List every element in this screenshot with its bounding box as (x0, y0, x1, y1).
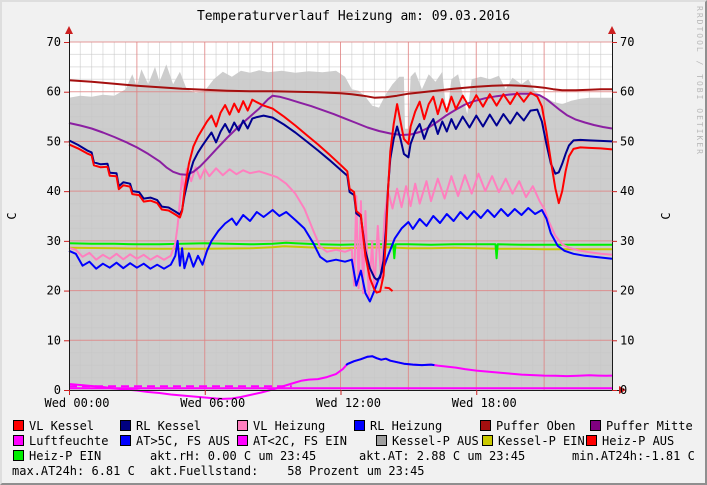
stat-text-max-at24h: max.AT24h: 6.81 C (12, 464, 135, 478)
legend-item-luftfeuchte: Luftfeuchte (13, 435, 108, 448)
svg-text:0: 0 (54, 383, 61, 397)
right-axis-arrow-icon (608, 26, 616, 34)
legend-swatch-kessel-p-aus (376, 435, 387, 446)
legend-label: Heiz-P EIN (29, 449, 102, 463)
svg-text:30: 30 (47, 234, 61, 248)
legend-label: AT>5C, FS AUS (136, 434, 230, 448)
legend-swatch-heiz-p-aus (586, 435, 597, 446)
left-axis-unit-label: C (5, 212, 19, 219)
legend-swatch-vl-kessel (13, 420, 24, 431)
legend-label: Puffer Oben (496, 419, 576, 433)
stat-text-akt-fuellstand: akt.Fuellstand: 58 Prozent um 23:45 (150, 464, 425, 478)
legend-swatch-luftfeuchte (13, 435, 24, 446)
legend-item-rl-heizung: RL Heizung (354, 420, 442, 433)
legend-item-puffer-oben: Puffer Oben (480, 420, 575, 433)
legend-item-kessel-p-aus: Kessel-P AUS (376, 435, 479, 448)
stat-text-akt-rh: akt.rH: 0.00 C um 23:45 (150, 449, 317, 463)
legend-item-rl-kessel: RL Kessel (120, 420, 201, 433)
legend-item-vl-kessel: VL Kessel (13, 420, 94, 433)
svg-text:Wed 06:00: Wed 06:00 (180, 396, 245, 410)
legend-label: Puffer Mitte (606, 419, 693, 433)
legend-swatch-heiz-p-ein (13, 450, 24, 461)
series-line-vl-kessel (68, 91, 613, 294)
x-axis-arrow-icon (619, 386, 626, 394)
legend-item-heiz-p-aus: Heiz-P AUS (586, 435, 674, 448)
legend-label: VL Heizung (253, 419, 326, 433)
svg-text:50: 50 (620, 134, 634, 148)
legend-swatch-kessel-p-ein (482, 435, 493, 446)
legend-label: RL Kessel (136, 419, 202, 433)
legend-label: VL Kessel (29, 419, 95, 433)
series-line-kessel-p-ein (68, 245, 612, 251)
svg-text:20: 20 (620, 284, 634, 298)
svg-text:Wed 00:00: Wed 00:00 (44, 396, 109, 410)
legend-item-vl-heizung: VL Heizung (237, 420, 325, 433)
series-line-rl-heizung (68, 207, 613, 303)
legend-label: Luftfeuchte (29, 434, 109, 448)
svg-text:60: 60 (47, 85, 61, 99)
legend-item-at-5c-fs-aus: AT>5C, FS AUS (120, 435, 230, 448)
tick-labels: 0 0 10 10 20 20 30 30 40 40 50 50 60 60 70 70 Wed 00:00 W… (44, 35, 634, 410)
grid (69, 41, 612, 390)
legend-swatch-rl-kessel (120, 420, 131, 431)
svg-text:70: 70 (47, 35, 61, 49)
series-line-puffer-oben (68, 79, 612, 99)
legend-label: Kessel-P AUS (392, 434, 479, 448)
legend-swatch-puffer-oben (480, 420, 491, 431)
legend-swatch-at-5c-fs-aus (120, 435, 131, 446)
legend-item-puffer-mitte: Puffer Mitte (590, 420, 693, 433)
axes (64, 26, 626, 395)
left-axis-arrow-icon (65, 26, 73, 34)
svg-text:40: 40 (620, 184, 634, 198)
series-line-at-5c-fs-aus (345, 355, 435, 367)
stat-text-akt-at: akt.AT: 2.88 C um 23:45 (359, 449, 526, 463)
legend-label: Heiz-P AUS (602, 434, 675, 448)
legend-swatch-rl-heizung (354, 420, 365, 431)
svg-text:70: 70 (620, 35, 634, 49)
legend-item-at-2c-fs-ein: AT<2C, FS EIN (237, 435, 347, 448)
svg-text:Wed 18:00: Wed 18:00 (452, 396, 517, 410)
svg-text:50: 50 (47, 134, 61, 148)
svg-text:Wed 12:00: Wed 12:00 (316, 396, 381, 410)
right-axis-unit-label: C (659, 212, 673, 219)
legend-swatch-at-2c-fs-ein (237, 435, 248, 446)
svg-text:0: 0 (620, 383, 627, 397)
stat-text-min-at24h: min.AT24h:-1.81 C (572, 449, 695, 463)
rrdtool-watermark: RRDTOOL / TOBI OETIKER (695, 6, 704, 156)
svg-text:10: 10 (47, 333, 61, 347)
legend-label: AT<2C, FS EIN (253, 434, 347, 448)
series-line-vl-heizung (68, 166, 613, 299)
chart-title: Temperaturverlauf Heizung am: 09.03.2016 (196, 9, 511, 24)
legend-label: RL Heizung (370, 419, 443, 433)
svg-text:30: 30 (620, 234, 634, 248)
legend-swatch-vl-heizung (237, 420, 248, 431)
legend-label: Kessel-P EIN (498, 434, 585, 448)
legend-item-kessel-p-ein: Kessel-P EIN (482, 435, 585, 448)
svg-text:10: 10 (620, 333, 634, 347)
legend-item-heiz-p-ein: Heiz-P EIN (13, 450, 101, 463)
svg-text:60: 60 (620, 85, 634, 99)
legend-swatch-puffer-mitte (590, 420, 601, 431)
svg-text:40: 40 (47, 184, 61, 198)
series-line-heiz-p-aus (384, 286, 394, 292)
svg-text:20: 20 (47, 284, 61, 298)
